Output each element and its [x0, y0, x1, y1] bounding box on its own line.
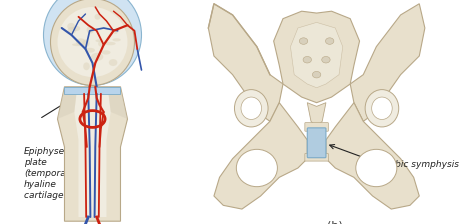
FancyBboxPatch shape — [307, 128, 326, 158]
Ellipse shape — [101, 50, 110, 55]
Ellipse shape — [365, 90, 399, 127]
Ellipse shape — [94, 14, 100, 20]
Ellipse shape — [98, 41, 104, 47]
Polygon shape — [273, 11, 360, 103]
Polygon shape — [57, 87, 128, 221]
Ellipse shape — [76, 38, 86, 46]
Ellipse shape — [44, 0, 141, 85]
Ellipse shape — [312, 71, 321, 78]
Polygon shape — [350, 4, 425, 121]
Ellipse shape — [356, 149, 397, 187]
Polygon shape — [57, 87, 77, 119]
Text: Pubic symphysis: Pubic symphysis — [384, 160, 459, 169]
Ellipse shape — [303, 56, 311, 63]
Polygon shape — [291, 22, 343, 88]
Ellipse shape — [326, 38, 334, 44]
Polygon shape — [209, 4, 283, 121]
Polygon shape — [108, 87, 128, 119]
Ellipse shape — [87, 26, 94, 34]
Text: (b): (b) — [328, 220, 343, 224]
FancyBboxPatch shape — [305, 123, 328, 131]
Text: Epiphyseal
plate
(temporary
hyaline
cartilage joint): Epiphyseal plate (temporary hyaline cart… — [24, 147, 90, 200]
Ellipse shape — [67, 23, 75, 30]
Ellipse shape — [322, 56, 330, 63]
Polygon shape — [74, 88, 111, 217]
Ellipse shape — [68, 27, 76, 34]
Ellipse shape — [113, 30, 118, 34]
Ellipse shape — [235, 90, 268, 127]
Ellipse shape — [109, 59, 118, 66]
Ellipse shape — [237, 149, 277, 187]
Ellipse shape — [72, 43, 84, 46]
Ellipse shape — [241, 97, 262, 119]
Ellipse shape — [300, 38, 308, 44]
Polygon shape — [326, 103, 419, 209]
FancyBboxPatch shape — [64, 87, 120, 94]
Ellipse shape — [85, 48, 95, 53]
Ellipse shape — [104, 42, 116, 45]
FancyBboxPatch shape — [305, 153, 328, 161]
Ellipse shape — [95, 39, 103, 42]
Ellipse shape — [372, 97, 392, 119]
Ellipse shape — [57, 7, 128, 77]
Ellipse shape — [83, 62, 90, 70]
Polygon shape — [214, 103, 307, 209]
Ellipse shape — [82, 39, 90, 47]
Ellipse shape — [51, 0, 135, 85]
Ellipse shape — [112, 38, 121, 41]
Ellipse shape — [91, 53, 103, 61]
Polygon shape — [307, 103, 326, 127]
Ellipse shape — [73, 26, 80, 31]
